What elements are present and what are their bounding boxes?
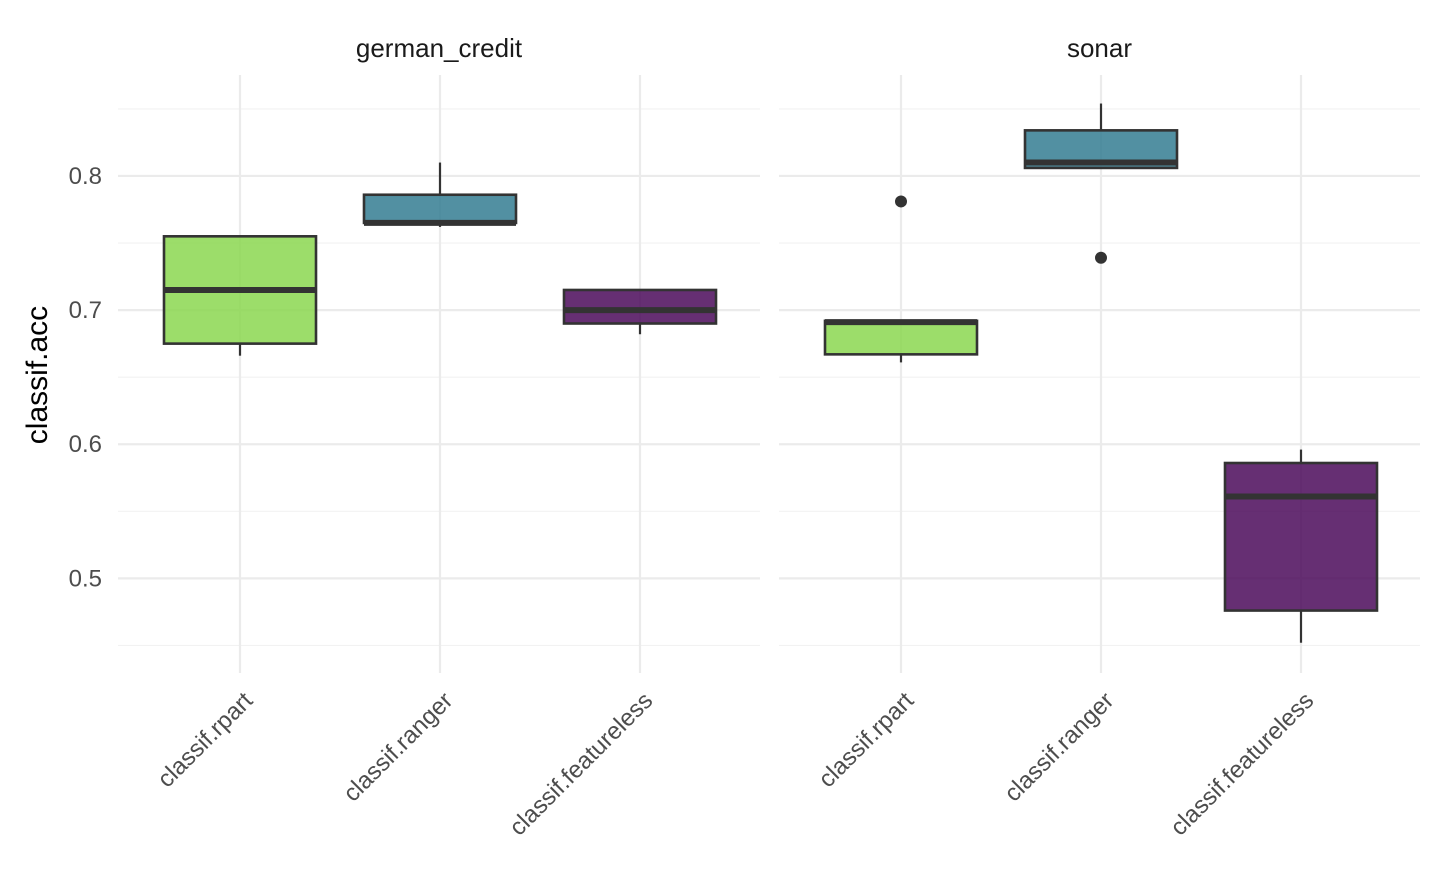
box-classif.ranger	[1023, 103, 1179, 264]
x-tick-label: classif.featureless	[1165, 687, 1319, 841]
box-classif.rpart	[162, 235, 318, 356]
box-classif.featureless	[562, 288, 718, 335]
box-rect	[562, 288, 718, 325]
facet-title: sonar	[1067, 33, 1132, 63]
outlier-point	[895, 195, 907, 208]
box-rect	[362, 193, 518, 225]
facet-panel-german_credit: german_credit classif.rpart classif.ranger…	[118, 33, 760, 841]
box-rect	[823, 319, 979, 356]
facet-panel-sonar: sonar classif.rpart classif.ranger classif.…	[779, 33, 1420, 841]
x-tick-label: classif.ranger	[338, 687, 458, 807]
facet-panels: german_credit classif.rpart classif.ranger…	[69, 33, 1420, 841]
y-tick-label: 0.7	[69, 297, 102, 324]
x-tick-label: classif.featureless	[504, 687, 658, 841]
y-tick-label: 0.6	[69, 431, 102, 458]
y-axis: 0.5 0.6 0.7 0.8	[69, 163, 102, 592]
y-axis-label: classif.acc	[21, 306, 54, 444]
box-classif.ranger	[362, 162, 518, 227]
y-tick-label: 0.5	[69, 565, 102, 592]
outlier-point	[1095, 251, 1107, 264]
x-tick-label: classif.rpart	[152, 687, 258, 793]
y-tick-label: 0.8	[69, 163, 102, 190]
box-classif.rpart	[823, 195, 979, 363]
x-tick-label: classif.ranger	[999, 687, 1119, 807]
x-tick-label: classif.rpart	[813, 687, 919, 793]
facet-title: german_credit	[356, 33, 523, 63]
box-rect	[1223, 461, 1379, 612]
box-classif.featureless	[1223, 449, 1379, 643]
